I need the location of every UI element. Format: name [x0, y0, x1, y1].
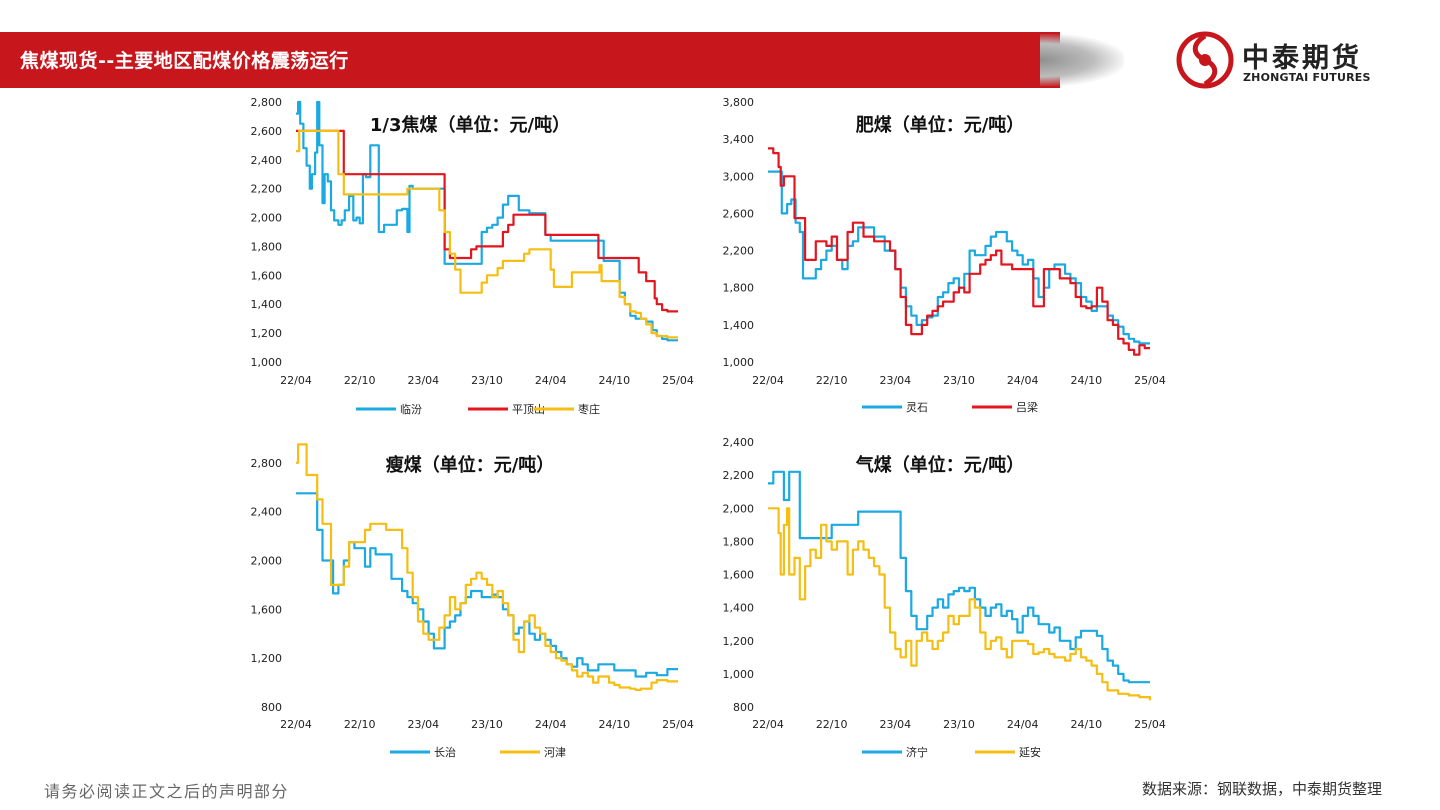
- y-tick-label: 2,400: [251, 154, 283, 167]
- y-tick-label: 800: [261, 701, 282, 714]
- chart-title: 1/3焦煤（单位：元/吨）: [370, 114, 570, 136]
- x-tick-label: 25/04: [1134, 718, 1166, 731]
- brand-name-cn: 中泰期货: [1242, 43, 1362, 74]
- header-bar: [0, 32, 1060, 88]
- x-tick-label: 23/04: [407, 718, 439, 731]
- y-tick-label: 1,600: [251, 269, 283, 282]
- y-tick-label: 1,800: [723, 535, 755, 548]
- legend-label: 延安: [1019, 745, 1041, 759]
- header-shadow: [1040, 34, 1124, 86]
- y-tick-label: 1,000: [723, 356, 755, 369]
- x-tick-label: 22/04: [280, 718, 312, 731]
- x-tick-label: 22/04: [752, 374, 784, 387]
- x-tick-label: 24/10: [1070, 374, 1102, 387]
- zhongtai-logo-icon: [1176, 31, 1234, 89]
- series-line-枣庄: [296, 129, 678, 339]
- x-tick-label: 22/04: [280, 374, 312, 387]
- y-tick-label: 1,200: [251, 327, 283, 340]
- y-tick-label: 1,000: [723, 668, 755, 681]
- legend-label: 长治: [434, 745, 456, 759]
- legend-label: 临汾: [400, 402, 422, 416]
- brand-logo: 中泰期货 ZHONGTAI FUTURES: [1176, 30, 1416, 90]
- x-tick-label: 24/04: [535, 374, 567, 387]
- x-tick-label: 25/04: [1134, 374, 1166, 387]
- series-line-平顶山: [296, 129, 678, 313]
- chart-title: 气煤（单位：元/吨）: [855, 454, 1025, 476]
- y-tick-label: 2,800: [251, 96, 283, 109]
- legend-label: 平顶山: [512, 403, 545, 416]
- y-tick-label: 2,000: [251, 554, 283, 567]
- legend-label: 灵石: [906, 401, 928, 414]
- x-tick-label: 22/04: [752, 718, 784, 731]
- x-tick-label: 22/10: [816, 374, 848, 387]
- y-tick-label: 2,200: [723, 469, 755, 482]
- disclaimer-text: 请务必阅读正文之后的声明部分: [44, 782, 290, 801]
- y-tick-label: 2,400: [723, 436, 755, 449]
- x-tick-label: 24/04: [535, 718, 567, 731]
- legend-label: 济宁: [906, 745, 928, 759]
- legend-label: 河津: [544, 746, 566, 759]
- x-tick-label: 23/10: [471, 374, 503, 387]
- y-tick-label: 2,200: [723, 245, 755, 258]
- y-tick-label: 2,000: [723, 502, 755, 515]
- series-line-延安: [768, 507, 1152, 701]
- x-tick-label: 23/04: [879, 718, 911, 731]
- source-text: 数据来源：钢联数据，中泰期货整理: [1141, 780, 1382, 798]
- y-tick-label: 1,200: [723, 635, 755, 648]
- y-tick-label: 2,600: [723, 207, 755, 220]
- x-tick-label: 24/10: [598, 718, 630, 731]
- y-tick-label: 1,000: [251, 356, 283, 369]
- chart-title: 瘦煤（单位：元/吨）: [386, 454, 555, 476]
- x-tick-label: 25/04: [662, 374, 694, 387]
- y-tick-label: 3,400: [723, 133, 755, 146]
- y-tick-label: 1,600: [723, 569, 755, 582]
- x-tick-label: 23/04: [879, 374, 911, 387]
- series-line-济宁: [768, 470, 1150, 684]
- brand-name-en: ZHONGTAI FUTURES: [1243, 71, 1371, 84]
- series-line-灵石: [768, 170, 1150, 345]
- x-tick-label: 22/10: [344, 374, 376, 387]
- y-tick-label: 800: [733, 701, 754, 714]
- y-tick-label: 1,800: [723, 282, 755, 295]
- series-line-吕梁: [768, 147, 1150, 356]
- x-tick-label: 23/10: [943, 718, 975, 731]
- y-tick-label: 1,800: [251, 240, 283, 253]
- y-tick-label: 2,200: [251, 183, 283, 196]
- x-tick-label: 24/10: [1070, 718, 1102, 731]
- y-tick-label: 1,400: [723, 602, 755, 615]
- series-line-临汾: [296, 100, 678, 342]
- y-tick-label: 2,000: [251, 212, 283, 225]
- legend-label: 吕梁: [1016, 400, 1038, 414]
- y-tick-label: 1,600: [251, 603, 283, 616]
- x-tick-label: 24/04: [1007, 718, 1039, 731]
- legend-label: 枣庄: [578, 402, 600, 416]
- y-tick-label: 2,400: [251, 506, 283, 519]
- x-tick-label: 23/10: [471, 718, 503, 731]
- y-tick-label: 3,000: [723, 170, 755, 183]
- y-tick-label: 1,200: [251, 652, 283, 665]
- x-tick-label: 23/10: [943, 374, 975, 387]
- x-tick-label: 24/04: [1007, 374, 1039, 387]
- chart-title: 肥煤（单位：元/吨）: [855, 114, 1025, 136]
- x-tick-label: 25/04: [662, 718, 694, 731]
- y-tick-label: 1,400: [723, 319, 755, 332]
- page-title: 焦煤现货--主要地区配煤价格震荡运行: [20, 50, 349, 72]
- series-line-长治: [296, 492, 678, 678]
- y-tick-label: 2,800: [251, 457, 283, 470]
- y-tick-label: 3,800: [723, 96, 755, 109]
- x-tick-label: 24/10: [598, 374, 630, 387]
- y-tick-label: 2,600: [251, 125, 283, 138]
- x-tick-label: 22/10: [344, 718, 376, 731]
- y-tick-label: 1,400: [251, 298, 283, 311]
- x-tick-label: 23/04: [407, 374, 439, 387]
- series-line-河津: [296, 443, 678, 691]
- x-tick-label: 22/10: [816, 718, 848, 731]
